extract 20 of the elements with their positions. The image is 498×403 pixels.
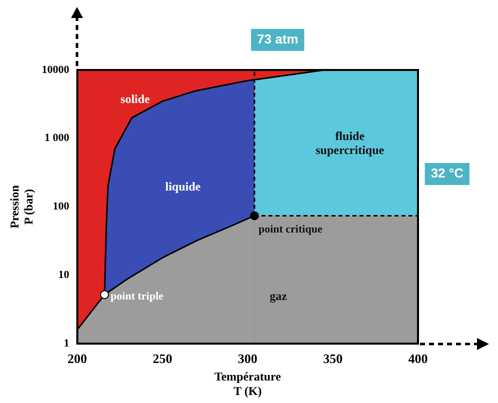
x-tick-label: 400 — [408, 350, 428, 366]
annotation: fluide supercritique — [316, 128, 385, 157]
y-tick-label: 1 000 — [44, 132, 70, 144]
x-tick-label: 200 — [68, 350, 88, 366]
annotation: gaz — [270, 289, 288, 304]
text: 32 °C — [430, 166, 464, 181]
y-tick-label: 10000 — [42, 64, 70, 76]
annotation: solide — [120, 92, 151, 106]
text: 73 atm — [257, 31, 298, 46]
y-tick-label: 10 — [58, 269, 70, 282]
x-tick-label: 250 — [152, 350, 172, 366]
y-axis-title: Pression P (bar) — [7, 184, 36, 228]
annotation: point triple — [110, 290, 164, 302]
annotation: liquide — [165, 180, 202, 194]
y-tick-label: 100 — [52, 200, 70, 213]
x-axis-title: Température T (K) — [214, 369, 282, 398]
x-tick-label: 300 — [238, 350, 258, 366]
y-tick-label: 1 — [64, 337, 70, 350]
x-tick-label: 350 — [323, 350, 343, 366]
annotation: point critique — [258, 224, 322, 236]
